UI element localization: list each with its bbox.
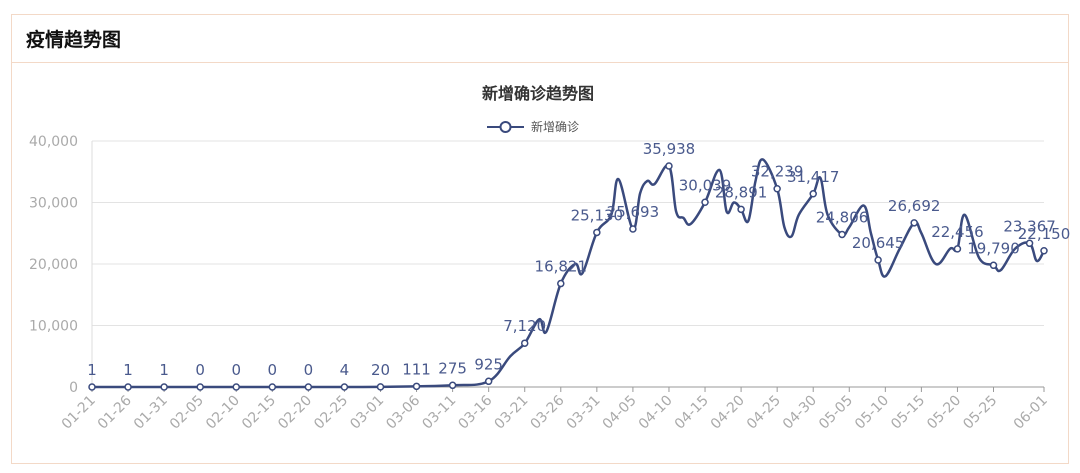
- data-point[interactable]: [1040, 247, 1048, 255]
- x-tick-label: 05-10: [852, 393, 892, 433]
- x-tick-label: 05-15: [888, 393, 928, 433]
- data-point[interactable]: [953, 245, 962, 253]
- x-tick-label: 04-25: [744, 393, 784, 433]
- data-point[interactable]: [448, 381, 457, 390]
- x-tick-label: 03-26: [528, 392, 568, 432]
- data-point[interactable]: [232, 383, 240, 391]
- data-label: 25,693: [607, 203, 660, 221]
- data-point[interactable]: [268, 383, 277, 391]
- data-point[interactable]: [196, 383, 204, 391]
- y-tick-label: 30,000: [29, 196, 78, 212]
- data-label: 35,938: [643, 140, 696, 158]
- data-label: 28,891: [715, 183, 768, 201]
- x-tick-label: 05-25: [960, 393, 1000, 433]
- x-tick-label: 04-20: [708, 393, 748, 433]
- legend[interactable]: 新增确诊: [487, 119, 579, 134]
- data-label: 31,417: [787, 168, 840, 186]
- panel-header: 疫情趋势图: [12, 15, 1068, 63]
- x-tick-label: 04-30: [780, 393, 820, 433]
- data-point[interactable]: [340, 383, 349, 391]
- data-point[interactable]: [160, 383, 168, 391]
- x-tick-label: 01-31: [131, 393, 171, 433]
- data-label: 925: [474, 355, 503, 373]
- data-label: 22,456: [931, 223, 984, 241]
- data-point[interactable]: [412, 382, 421, 391]
- legend-marker: [499, 121, 512, 133]
- data-point[interactable]: [124, 383, 132, 391]
- data-point[interactable]: [701, 198, 709, 207]
- data-label: 20,645: [852, 234, 905, 252]
- x-tick-label: 03-31: [564, 393, 604, 433]
- data-label: 111: [402, 360, 431, 378]
- data-point[interactable]: [304, 383, 313, 391]
- y-tick-label: 20,000: [29, 257, 78, 273]
- data-label: 4: [340, 361, 350, 379]
- data-point[interactable]: [665, 162, 673, 170]
- data-label: 0: [304, 361, 314, 379]
- data-label: 20: [371, 361, 390, 379]
- x-tick-label: 03-16: [455, 392, 495, 432]
- x-tick-label: 01-21: [59, 393, 99, 433]
- y-tick-label: 40,000: [29, 134, 78, 150]
- data-label: 1: [123, 361, 133, 379]
- data-point[interactable]: [737, 205, 745, 214]
- data-point[interactable]: [773, 184, 781, 193]
- data-label: 16,821: [535, 258, 588, 276]
- legend-label: 新增确诊: [531, 119, 579, 134]
- x-tick-label: 04-05: [600, 393, 640, 433]
- x-tick-label: 04-10: [636, 393, 676, 433]
- data-point[interactable]: [989, 261, 998, 270]
- data-label: 1: [159, 361, 169, 379]
- data-label: 22,150: [1018, 225, 1071, 243]
- data-point[interactable]: [593, 228, 601, 237]
- x-tick-label: 02-05: [167, 393, 207, 433]
- x-tick-label: 03-11: [419, 393, 459, 433]
- data-point[interactable]: [629, 225, 637, 233]
- data-label: 0: [231, 361, 241, 379]
- x-tick-label: 03-21: [491, 393, 531, 433]
- data-label: 26,692: [888, 197, 941, 215]
- data-label: 30,039: [679, 176, 732, 194]
- data-label: 23,367: [1003, 217, 1056, 235]
- data-point[interactable]: [376, 383, 385, 391]
- data-point[interactable]: [874, 256, 882, 264]
- data-label: 7,120: [503, 317, 546, 335]
- x-tick-label: 02-10: [203, 393, 243, 433]
- data-point[interactable]: [484, 377, 493, 386]
- chart-title: 新增确诊趋势图: [482, 84, 594, 103]
- x-tick-label: 02-20: [275, 393, 315, 433]
- series-line: [92, 158, 1046, 389]
- data-point[interactable]: [88, 383, 96, 391]
- data-point[interactable]: [809, 190, 817, 198]
- data-label: 1: [87, 361, 97, 379]
- data-label: 0: [195, 361, 205, 379]
- y-tick-label: 0: [69, 380, 78, 396]
- data-label: 19,790: [967, 239, 1020, 257]
- x-tick-label: 03-06: [383, 392, 423, 432]
- data-label: 24,806: [816, 208, 869, 226]
- data-point[interactable]: [1025, 239, 1034, 248]
- x-tick-label: 05-20: [924, 393, 964, 433]
- x-tick-label: 02-25: [311, 393, 351, 433]
- data-point[interactable]: [838, 230, 846, 239]
- x-tick-label: 01-26: [95, 392, 135, 432]
- x-tick-label: 02-15: [239, 393, 279, 433]
- panel-title: 疫情趋势图: [26, 29, 122, 51]
- y-tick-label: 10,000: [29, 319, 78, 335]
- data-point[interactable]: [557, 279, 565, 288]
- data-point[interactable]: [520, 339, 529, 347]
- data-point[interactable]: [910, 219, 918, 227]
- x-tick-label: 04-15: [672, 393, 712, 433]
- data-label: 0: [268, 361, 278, 379]
- x-tick-label: 06-01: [1011, 393, 1051, 433]
- data-label: 275: [438, 359, 467, 377]
- chart-panel: 疫情趋势图: [11, 14, 1069, 464]
- x-tick-label: 05-05: [816, 393, 856, 433]
- data-label: 32,239: [751, 163, 804, 181]
- x-tick-label: 03-01: [347, 393, 387, 433]
- data-label: 25,130: [571, 206, 624, 224]
